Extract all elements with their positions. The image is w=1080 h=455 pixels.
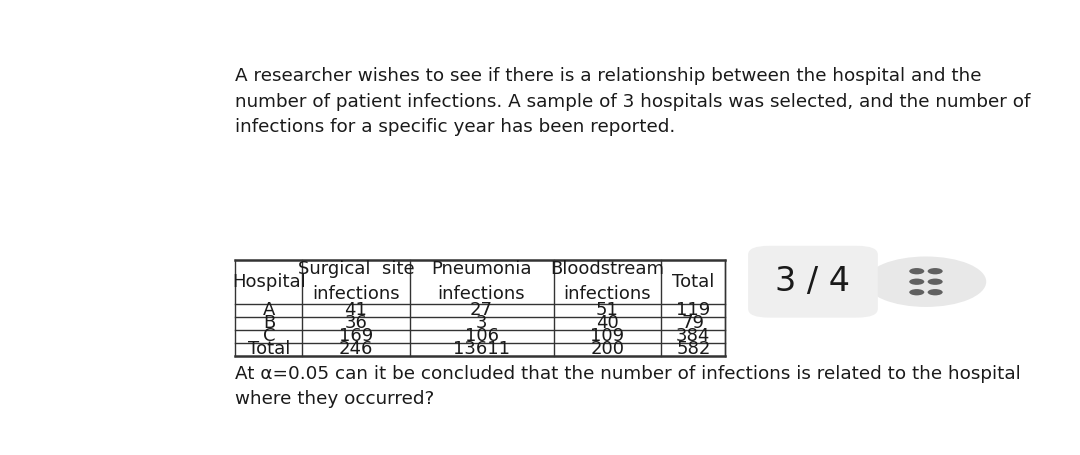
Circle shape [928, 278, 943, 285]
Text: 3 / 4: 3 / 4 [775, 265, 850, 298]
Text: 27: 27 [470, 301, 492, 319]
Text: Total: Total [672, 273, 715, 291]
Text: Bloodstream
infections: Bloodstream infections [551, 260, 664, 303]
Text: 384: 384 [676, 328, 711, 345]
Text: 109: 109 [591, 328, 624, 345]
Text: Total: Total [247, 340, 291, 359]
Text: 582: 582 [676, 340, 711, 359]
Text: 40: 40 [596, 314, 619, 333]
Circle shape [928, 289, 943, 295]
Text: A researcher wishes to see if there is a relationship between the hospital and t: A researcher wishes to see if there is a… [235, 67, 1030, 136]
Circle shape [866, 257, 986, 307]
Text: 119: 119 [676, 301, 711, 319]
Text: 200: 200 [591, 340, 624, 359]
Text: At α=0.05 can it be concluded that the number of infections is related to the ho: At α=0.05 can it be concluded that the n… [235, 364, 1022, 408]
Text: 36: 36 [345, 314, 367, 333]
Circle shape [909, 278, 924, 285]
Text: C: C [262, 328, 275, 345]
Text: A: A [262, 301, 275, 319]
Text: Pneumonia
infections: Pneumonia infections [431, 260, 531, 303]
Text: 106: 106 [464, 328, 499, 345]
Circle shape [909, 268, 924, 274]
Text: 13611: 13611 [453, 340, 510, 359]
Text: 246: 246 [339, 340, 374, 359]
Text: Hospital: Hospital [232, 273, 306, 291]
Text: 3: 3 [476, 314, 487, 333]
Circle shape [909, 289, 924, 295]
Text: 51: 51 [596, 301, 619, 319]
FancyBboxPatch shape [748, 246, 878, 318]
Text: 169: 169 [339, 328, 373, 345]
Circle shape [928, 268, 943, 274]
Text: 41: 41 [345, 301, 367, 319]
Text: B: B [262, 314, 275, 333]
Text: 79: 79 [681, 314, 705, 333]
Text: Surgical  site
infections: Surgical site infections [298, 260, 415, 303]
